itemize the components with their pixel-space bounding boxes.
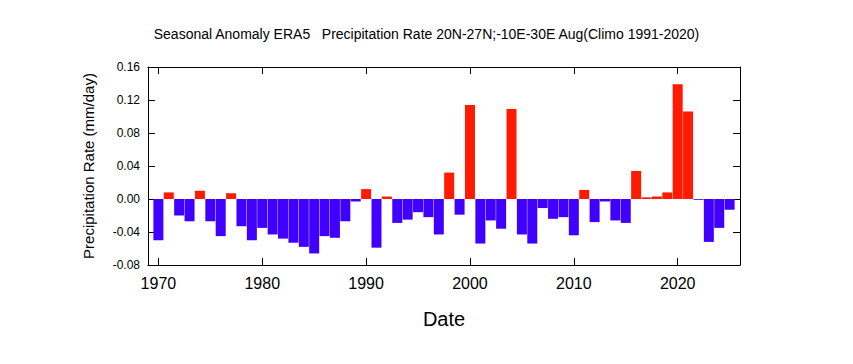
svg-text:1970: 1970 [141, 275, 177, 292]
svg-text:2020: 2020 [660, 275, 696, 292]
svg-text:2010: 2010 [556, 275, 592, 292]
svg-text:-0.04: -0.04 [113, 225, 141, 239]
svg-text:0.00: 0.00 [117, 192, 141, 206]
svg-text:0.04: 0.04 [117, 159, 141, 173]
svg-text:Seasonal Anomaly ERA5 Precip: Seasonal Anomaly ERA5 Precipitation Rate… [154, 26, 700, 42]
svg-text:0.16: 0.16 [117, 60, 141, 74]
svg-text:1980: 1980 [244, 275, 280, 292]
svg-text:Precipitation Rate (mm/day): Precipitation Rate (mm/day) [80, 73, 97, 259]
svg-text:Date: Date [423, 308, 465, 330]
svg-text:2000: 2000 [452, 275, 488, 292]
svg-text:1990: 1990 [348, 275, 384, 292]
svg-text:0.12: 0.12 [117, 93, 141, 107]
svg-text:-0.08: -0.08 [113, 258, 141, 272]
svg-text:0.08: 0.08 [117, 126, 141, 140]
